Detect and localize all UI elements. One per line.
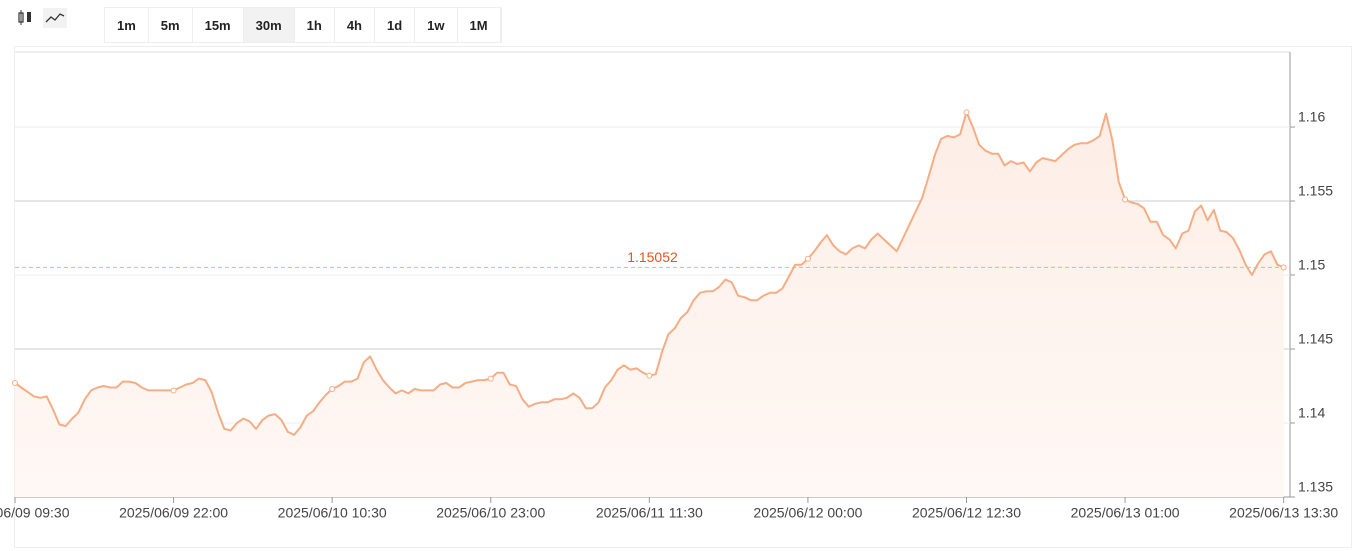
last-price-label: 1.15052: [627, 249, 678, 265]
interval-button[interactable]: 4h: [334, 8, 375, 42]
x-tick-label: 2025/06/13 01:00: [1071, 505, 1180, 521]
line-icon[interactable]: [43, 8, 67, 28]
chart-frame: [14, 46, 1352, 548]
icon-set: [18, 8, 67, 28]
y-tick-label: 1.135: [1298, 479, 1333, 495]
point-marker: [329, 385, 336, 392]
x-tick-label: 2025/06/12 00:00: [753, 505, 862, 521]
x-tick-label: 2025/06/09 22:00: [119, 505, 228, 521]
candlestick-icon[interactable]: [18, 10, 31, 25]
point-marker: [804, 255, 811, 262]
x-tick-label: 2025/06/13 13:30: [1229, 505, 1338, 521]
point-marker: [170, 387, 177, 394]
point-marker: [1280, 264, 1287, 271]
y-tick-label: 1.14: [1298, 405, 1325, 421]
area-fill: [15, 112, 1284, 497]
interval-toolbar: 1m 5m 15m 30m 1h 4h 1d 1w 1M: [104, 7, 502, 43]
interval-button[interactable]: 1h: [294, 8, 335, 42]
x-tick-label: 2025/06/10 23:00: [436, 505, 545, 521]
interval-button[interactable]: 5m: [148, 8, 193, 42]
point-marker: [12, 380, 18, 387]
y-tick-label: 1.145: [1298, 331, 1333, 347]
point-marker: [487, 375, 494, 382]
y-tick-label: 1.155: [1298, 183, 1333, 199]
point-marker: [646, 372, 653, 379]
interval-button[interactable]: 1M: [457, 8, 501, 42]
y-tick-label: 1.15: [1298, 257, 1325, 273]
interval-button[interactable]: 15m: [192, 8, 244, 42]
point-marker: [963, 109, 970, 116]
point-marker: [1122, 196, 1129, 203]
y-tick-label: 1.16: [1298, 109, 1325, 125]
x-tick-label: 2025/06/11 11:30: [596, 505, 703, 521]
x-tick-label: 2025/06/09 09:30: [0, 505, 70, 521]
interval-button[interactable]: 1w: [415, 8, 458, 42]
interval-button[interactable]: 30m: [243, 8, 295, 42]
chart-type-icons: [16, 8, 68, 33]
interval-button[interactable]: 1d: [375, 8, 416, 42]
interval-button[interactable]: 1m: [105, 8, 149, 42]
x-tick-label: 2025/06/12 12:30: [912, 505, 1021, 521]
x-tick-label: 2025/06/10 10:30: [278, 505, 387, 521]
